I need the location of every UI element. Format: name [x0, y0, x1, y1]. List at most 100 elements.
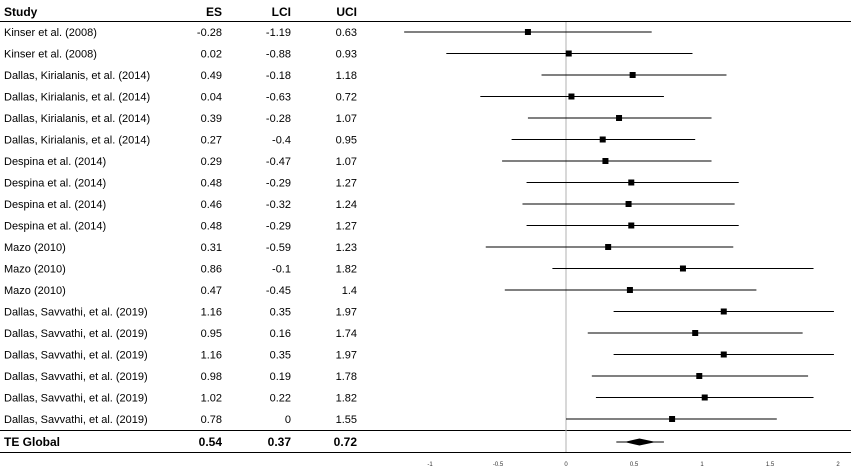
x-tick-label: 1	[700, 462, 704, 468]
lci-value: 0.35	[270, 350, 291, 362]
study-label: Despina et al. (2014)	[4, 156, 106, 168]
uci-value: 0.63	[336, 27, 357, 39]
study-row: Despina et al. (2014) 0.29 -0.47 1.07	[4, 156, 712, 168]
es-value: 0.39	[201, 113, 222, 125]
uci-value: 0.72	[336, 92, 357, 104]
study-label: Despina et al. (2014)	[4, 221, 106, 233]
study-row: Dallas, Savvathi, et al. (2019) 1.16 0.35 1…	[4, 307, 834, 319]
uci-value: 1.07	[336, 113, 357, 125]
x-tick-label: -1	[427, 462, 433, 468]
lci-value: 0.16	[270, 328, 291, 340]
es-value: 1.16	[201, 350, 222, 362]
es-value: -0.28	[197, 27, 222, 39]
effect-marker	[625, 201, 632, 207]
uci-value: 1.82	[336, 393, 357, 405]
lci-value: -0.63	[266, 92, 291, 104]
header-es: ES	[206, 5, 222, 19]
study-row: Despina et al. (2014) 0.46 -0.32 1.24	[4, 199, 735, 211]
total-lci-value: 0.37	[268, 435, 292, 449]
effect-marker	[602, 158, 609, 164]
study-label: Kinser et al. (2008)	[4, 49, 97, 61]
study-row: Dallas, Kirialanis, et al. (2014) 0.04 -0.…	[4, 92, 664, 104]
study-label: Dallas, Kirialanis, et al. (2014)	[4, 92, 150, 104]
es-value: 0.46	[201, 199, 222, 211]
es-value: 0.02	[201, 49, 222, 61]
effect-marker	[626, 287, 633, 293]
effect-marker	[629, 72, 636, 78]
x-tick-label: 1.5	[766, 462, 775, 468]
effect-marker	[720, 351, 727, 358]
uci-value: 1.18	[336, 70, 357, 82]
uci-value: 0.95	[336, 135, 357, 147]
uci-value: 1.4	[342, 285, 357, 297]
study-row: Dallas, Savvathi, et al. (2019) 1.16 0.35 1…	[4, 350, 834, 362]
total-es-value: 0.54	[199, 435, 223, 449]
effect-marker	[720, 308, 727, 315]
uci-value: 1.27	[336, 221, 357, 233]
x-tick-label: 0.5	[630, 462, 639, 468]
uci-value: 1.23	[336, 242, 357, 254]
uci-value: 1.55	[336, 414, 357, 426]
lci-value: 0.19	[270, 371, 291, 383]
header-uci: UCI	[336, 5, 357, 19]
uci-value: 1.97	[336, 307, 357, 319]
es-value: 0.98	[201, 371, 222, 383]
effect-marker	[568, 93, 575, 100]
lci-value: -0.32	[266, 199, 291, 211]
effect-marker	[565, 50, 572, 57]
effect-marker	[524, 29, 531, 35]
study-row: Mazo (2010) 0.47 -0.45 1.4	[4, 285, 757, 297]
study-label: Mazo (2010)	[4, 264, 66, 276]
es-value: 1.02	[201, 393, 222, 405]
header-lci: LCI	[272, 5, 291, 19]
lci-value: -0.59	[266, 242, 291, 254]
uci-value: 0.93	[336, 49, 357, 61]
es-value: 1.16	[201, 307, 222, 319]
study-label: Despina et al. (2014)	[4, 199, 106, 211]
study-row: Despina et al. (2014) 0.48 -0.29 1.27	[4, 178, 739, 190]
es-value: 0.04	[201, 92, 222, 104]
study-row: Dallas, Savvathi, et al. (2019) 1.02 0.22 1…	[4, 393, 814, 405]
study-row: Mazo (2010) 0.31 -0.59 1.23	[4, 242, 734, 254]
effect-marker	[616, 115, 623, 121]
study-label: Despina et al. (2014)	[4, 178, 106, 190]
lci-value: -0.4	[272, 135, 291, 147]
effect-marker	[679, 265, 686, 272]
es-value: 0.48	[201, 221, 222, 233]
lci-value: -0.29	[266, 221, 291, 233]
lci-value: -1.19	[266, 27, 291, 39]
x-axis: -1 -0.5 0 0.5 1 1.5 2	[427, 462, 840, 468]
x-tick-label: -0.5	[493, 462, 504, 468]
uci-value: 1.74	[336, 328, 357, 340]
uci-value: 1.24	[336, 199, 357, 211]
lci-value: -0.29	[266, 178, 291, 190]
es-value: 0.49	[201, 70, 222, 82]
study-row: Dallas, Kirialanis, et al. (2014) 0.49 -0.…	[4, 70, 727, 82]
study-label: Dallas, Kirialanis, et al. (2014)	[4, 135, 150, 147]
effect-marker	[692, 330, 699, 336]
study-label: Dallas, Savvathi, et al. (2019)	[4, 414, 148, 426]
es-value: 0.86	[201, 264, 222, 276]
effect-marker	[628, 222, 635, 229]
study-label: Mazo (2010)	[4, 285, 66, 297]
uci-value: 1.97	[336, 350, 357, 362]
effect-marker	[669, 416, 676, 422]
uci-value: 1.07	[336, 156, 357, 168]
study-label: Dallas, Savvathi, et al. (2019)	[4, 393, 148, 405]
lci-value: -0.18	[266, 70, 291, 82]
es-value: 0.95	[201, 328, 222, 340]
lci-value: -0.47	[266, 156, 291, 168]
header-study: Study	[4, 5, 38, 19]
lci-value: -0.88	[266, 49, 291, 61]
study-row: Dallas, Savvathi, et al. (2019) 0.78 0 1.55	[4, 414, 777, 426]
study-label: Dallas, Savvathi, et al. (2019)	[4, 307, 148, 319]
effect-marker	[605, 244, 612, 250]
effect-marker	[628, 179, 635, 186]
study-row: Mazo (2010) 0.86 -0.1 1.82	[4, 264, 814, 276]
study-row: Dallas, Savvathi, et al. (2019) 0.98 0.19 1…	[4, 371, 809, 383]
es-value: 0.47	[201, 285, 222, 297]
study-label: Kinser et al. (2008)	[4, 27, 97, 39]
lci-value: -0.45	[266, 285, 291, 297]
total-diamond	[624, 438, 656, 446]
